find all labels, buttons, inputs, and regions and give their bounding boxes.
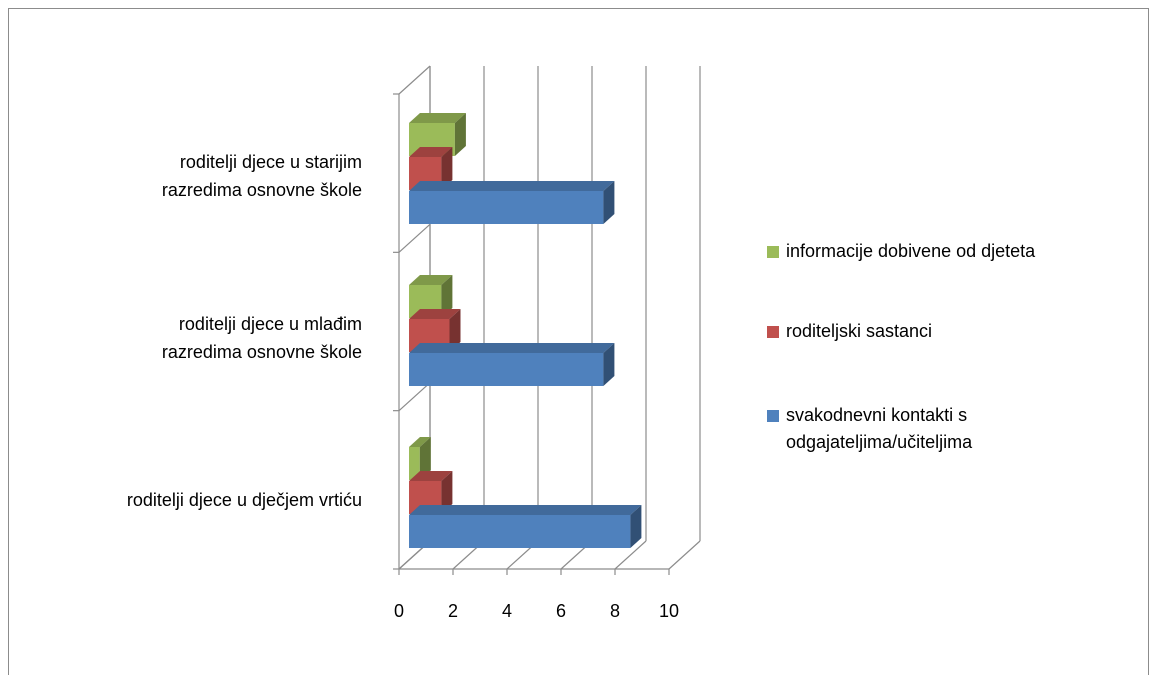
- category-label: roditelji djece u dječjem vrtiću: [127, 490, 362, 510]
- floor-line: [614, 540, 647, 570]
- category-label: roditelji djece u starijim: [180, 152, 362, 172]
- bar: [409, 515, 631, 548]
- floor-line: [668, 540, 701, 570]
- x-tick-label: 8: [610, 601, 620, 621]
- x-tick-label: 2: [448, 601, 458, 621]
- bar-top-face: [409, 309, 461, 319]
- bar: [409, 191, 604, 224]
- category-label: razredima osnovne škole: [162, 342, 362, 362]
- legend-label: informacije dobivene od djeteta: [786, 241, 1036, 261]
- bar-side-face: [441, 147, 453, 190]
- bar-top-face: [409, 181, 615, 191]
- side-wall-line: [398, 382, 431, 412]
- category-label: razredima osnovne škole: [162, 180, 362, 200]
- bar-side-face: [454, 113, 466, 156]
- legend-swatch: [767, 410, 779, 422]
- x-tick-label: 10: [659, 601, 679, 621]
- bar-top-face: [409, 113, 466, 123]
- bar-side-face: [630, 505, 642, 548]
- bar-top-face: [409, 505, 642, 515]
- bar-side-face: [419, 437, 431, 480]
- bar-side-face: [603, 181, 615, 224]
- bar: [409, 447, 420, 480]
- side-wall-line: [398, 65, 431, 95]
- legend-label: odgajateljima/učiteljima: [786, 432, 973, 452]
- bar-top-face: [409, 437, 431, 447]
- bar-side-face: [603, 343, 615, 386]
- x-tick-label: 6: [556, 601, 566, 621]
- legend-label: svakodnevni kontakti s: [786, 405, 967, 425]
- bar: [409, 353, 604, 386]
- bar-side-face: [441, 471, 453, 514]
- bars: [409, 113, 642, 548]
- legend-label: roditeljski sastanci: [786, 321, 932, 341]
- bar-top-face: [409, 147, 453, 157]
- legend-swatch: [767, 326, 779, 338]
- side-wall-line: [398, 223, 431, 253]
- bar-top-face: [409, 343, 615, 353]
- bar-side-face: [449, 309, 461, 352]
- legend: informacije dobivene od djeteta roditeljs…: [767, 241, 1036, 452]
- bar-top-face: [409, 275, 453, 285]
- x-tick-label: 0: [394, 601, 404, 621]
- bar-side-face: [441, 275, 453, 318]
- axes: 0 2 4 6 8 10 roditelji djece u starijim razredi…: [127, 93, 679, 621]
- category-label: roditelji djece u mlađim: [179, 314, 362, 334]
- bar-top-face: [409, 471, 453, 481]
- legend-swatch: [767, 246, 779, 258]
- x-tick-label: 4: [502, 601, 512, 621]
